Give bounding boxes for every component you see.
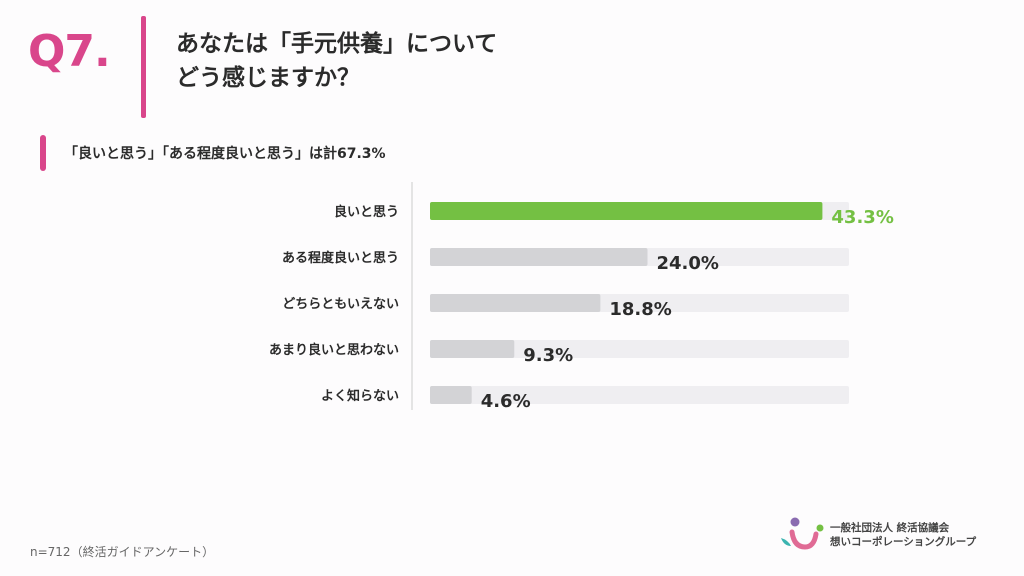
question-number: Q7.: [28, 26, 111, 77]
value-label: 4.6%: [481, 391, 531, 412]
subheading: 「良いと思う」「ある程度良いと思う」は計67.3%: [64, 146, 386, 162]
value-label: 43.3%: [831, 207, 893, 228]
footer-note: n=712（終活ガイドアンケート）: [30, 545, 215, 559]
question-divider: [141, 16, 146, 118]
category-label: 良いと思う: [334, 204, 399, 220]
question-title: あなたは「手元供養」について どう感じますか？: [176, 27, 497, 95]
bar: [430, 386, 472, 404]
organization-name: 一般社団法人 終活協議会 想いコーポレーショングループ: [830, 521, 976, 549]
organization-line1: 一般社団法人 終活協議会: [830, 522, 950, 534]
organization-line2: 想いコーポレーショングループ: [830, 536, 977, 548]
category-label: どちらともいえない: [282, 297, 399, 312]
subheading-marker: [40, 135, 46, 171]
value-label: 18.8%: [609, 299, 671, 320]
value-label: 24.0%: [657, 253, 719, 274]
bar-track: [430, 340, 849, 358]
category-label: ある程度良いと思う: [282, 250, 399, 266]
category-label: よく知らない: [321, 388, 399, 404]
value-label: 9.3%: [523, 345, 573, 366]
bar-track: [430, 386, 849, 404]
bar: [430, 202, 823, 220]
bar: [430, 294, 601, 312]
question-title-line1: あなたは「手元供養」について: [176, 31, 498, 57]
bar: [430, 340, 515, 358]
question-title-line2: どう感じますか？: [176, 65, 360, 91]
logo-icon: [781, 517, 824, 550]
category-label: あまり良いと思わない: [269, 342, 399, 358]
bar: [430, 248, 648, 266]
